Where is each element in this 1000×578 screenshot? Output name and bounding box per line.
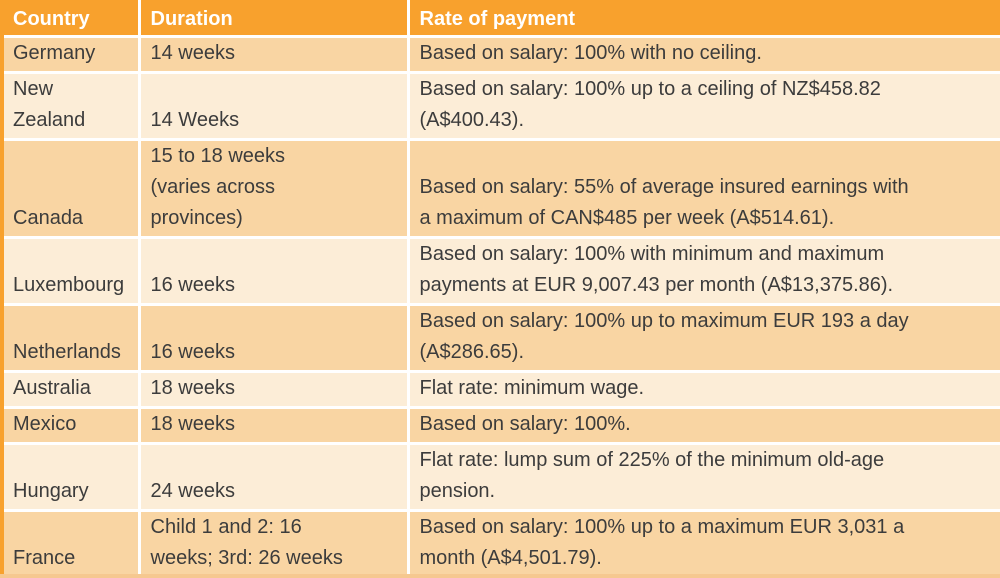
cell-duration: 16 weeks (139, 237, 410, 306)
table-row: Hungary 24 weeks Flat rate: lump sum of … (0, 443, 1000, 512)
cell-duration: 16 weeks (139, 304, 410, 373)
cell-country: Netherlands (0, 304, 141, 373)
table-row: Australia 18 weeks Flat rate: minimum wa… (0, 371, 1000, 409)
cell-duration: 24 weeks (139, 443, 410, 512)
cell-rate: Based on salary: 100% up to a ceiling of… (408, 72, 1000, 141)
cell-rate: Flat rate: minimum wage. (408, 371, 1000, 409)
table-header-row: Country Duration Rate of payment (0, 0, 1000, 38)
table-body: Germany 14 weeks Based on salary: 100% w… (0, 36, 1000, 578)
column-header-country: Country (0, 0, 141, 38)
table-row: New Zealand 14 Weeks Based on salary: 10… (0, 72, 1000, 141)
table-row: Mexico 18 weeks Based on salary: 100%. (0, 407, 1000, 445)
cell-rate: Based on salary: 55% of average insured … (408, 139, 1000, 239)
cell-country: France (0, 510, 141, 578)
cell-rate: Based on salary: 100% with minimum and m… (408, 237, 1000, 306)
cell-duration: 15 to 18 weeks (varies across provinces) (139, 139, 410, 239)
table-bottom-accent-strip (0, 574, 1000, 578)
cell-country: Luxembourg (0, 237, 141, 306)
cell-rate: Flat rate: lump sum of 225% of the minim… (408, 443, 1000, 512)
column-header-duration: Duration (139, 0, 410, 38)
cell-duration: 14 weeks (139, 36, 410, 74)
cell-rate: Based on salary: 100%. (408, 407, 1000, 445)
cell-country: New Zealand (0, 72, 141, 141)
cell-country: Canada (0, 139, 141, 239)
cell-country: Mexico (0, 407, 141, 445)
cell-duration: 18 weeks (139, 407, 410, 445)
table-row: Netherlands 16 weeks Based on salary: 10… (0, 304, 1000, 373)
table-row: Luxembourg 16 weeks Based on salary: 100… (0, 237, 1000, 306)
table-row: France Child 1 and 2: 16 weeks; 3rd: 26 … (0, 510, 1000, 578)
table-row: Germany 14 weeks Based on salary: 100% w… (0, 36, 1000, 74)
table-left-accent-strip (0, 0, 4, 574)
cell-country: Germany (0, 36, 141, 74)
cell-duration: Child 1 and 2: 16 weeks; 3rd: 26 weeks (139, 510, 410, 578)
cell-duration: 14 Weeks (139, 72, 410, 141)
cell-rate: Based on salary: 100% up to maximum EUR … (408, 304, 1000, 373)
cell-duration: 18 weeks (139, 371, 410, 409)
cell-country: Australia (0, 371, 141, 409)
table-row: Canada 15 to 18 weeks (varies across pro… (0, 139, 1000, 239)
cell-country: Hungary (0, 443, 141, 512)
cell-rate: Based on salary: 100% with no ceiling. (408, 36, 1000, 74)
cell-rate: Based on salary: 100% up to a maximum EU… (408, 510, 1000, 578)
column-header-rate-of-payment: Rate of payment (408, 0, 1000, 38)
